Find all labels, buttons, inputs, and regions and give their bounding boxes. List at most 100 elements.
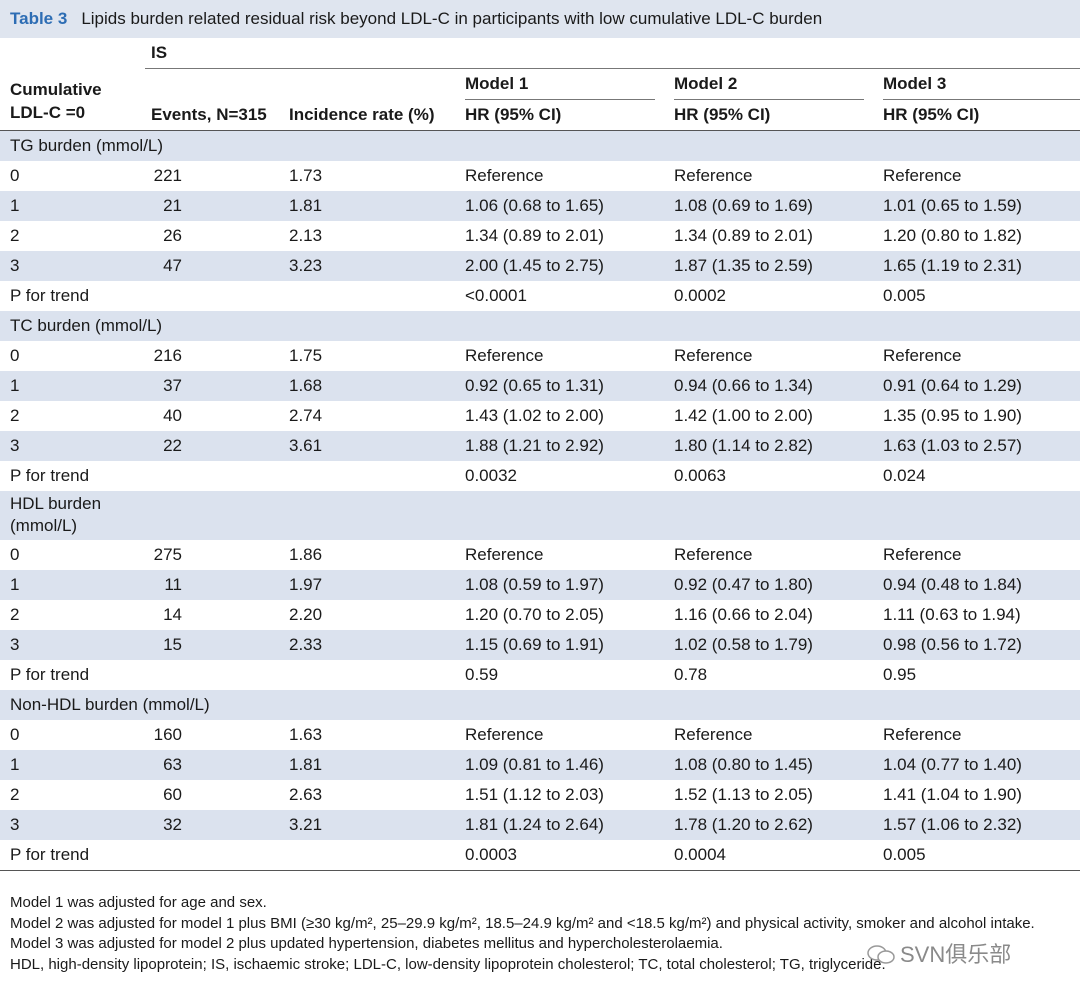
- rate-value: 3.23: [289, 255, 323, 275]
- hr-cell: 0.95: [883, 664, 917, 684]
- rate-cell: 1.73: [283, 161, 459, 191]
- hr-cell: 1.41 (1.04 to 1.90): [883, 784, 1022, 804]
- hr-cell: 1.11 (0.63 to 1.94): [883, 604, 1021, 624]
- row-label: 1: [0, 569, 145, 600]
- events-cell: 22: [145, 430, 283, 461]
- data-row: 1 37 1.68 0.92 (0.65 to 1.31) 0.94 (0.66 to …: [0, 370, 1080, 401]
- data-row: P for trend 0.0032 0.0063 0.024: [0, 461, 1080, 491]
- hr-cell: 1.34 (0.89 to 2.01): [465, 225, 604, 245]
- events-cell: 221: [145, 161, 283, 191]
- row-label: P for trend: [10, 664, 90, 684]
- rate-cell: [283, 660, 459, 690]
- row-label-header: Cumulative LDL-C =0: [10, 79, 102, 122]
- hr-cell: 0.0063: [674, 465, 726, 485]
- table-label: Table 3: [10, 9, 68, 28]
- events-cell: 11: [145, 569, 283, 600]
- hr-cell: 1.04 (0.77 to 1.40): [877, 749, 1080, 780]
- rate-cell: 2.63: [283, 780, 459, 810]
- events-value: 32: [163, 814, 182, 834]
- rate-cell: 1.63: [283, 720, 459, 750]
- rate-cell: 1.97: [283, 569, 459, 600]
- events-cell: 275: [145, 540, 283, 570]
- model-header: Model 1: [459, 68, 668, 100]
- data-row: 2 14 2.20 1.20 (0.70 to 2.05) 1.16 (0.66 to …: [0, 600, 1080, 630]
- hr-cell: 0.0002: [674, 285, 726, 305]
- events-cell: 32: [145, 809, 283, 840]
- data-row: 2 26 2.13 1.34 (0.89 to 2.01) 1.34 (0.89 to …: [0, 221, 1080, 251]
- footnote: Model 2 was adjusted for model 1 plus BM…: [10, 914, 1035, 932]
- data-row: 3 47 3.23 2.00 (1.45 to 2.75) 1.87 (1.35 to …: [0, 250, 1080, 281]
- row-label: 0: [10, 345, 20, 365]
- row-label: 3: [0, 809, 145, 840]
- events-cell: 216: [145, 341, 283, 371]
- hr-header: HR (95% CI): [674, 104, 771, 124]
- section-row: TC burden (mmol/L): [0, 310, 1080, 341]
- hr-header: HR (95% CI): [883, 104, 980, 124]
- row-label: P for trend: [10, 285, 90, 305]
- hr-cell: 0.0032: [465, 465, 517, 485]
- section-name-line: HDL burden: [10, 494, 102, 513]
- hr-cell: 1.34 (0.89 to 2.01): [674, 225, 813, 245]
- row-label: 1: [0, 749, 145, 780]
- header-row: IS: [0, 38, 1080, 69]
- hr-cell: 1.35 (0.95 to 1.90): [883, 405, 1022, 425]
- rate-cell: 2.13: [283, 221, 459, 251]
- table-title: Lipids burden related residual risk beyo…: [81, 9, 823, 28]
- section-row: HDL burden (mmol/L): [0, 490, 1080, 540]
- hr-cell: Reference: [465, 544, 544, 564]
- watermark-text: SVN俱乐部: [900, 942, 1012, 967]
- hr-cell: 0.94 (0.48 to 1.84): [877, 569, 1080, 600]
- hr-cell: 0.005: [883, 844, 926, 864]
- hr-cell: 0.98 (0.56 to 1.72): [877, 629, 1080, 660]
- events-cell: 26: [145, 221, 283, 251]
- hr-cell: 0.005: [883, 285, 926, 305]
- header-row: Cumulative LDL-C =0 Model 1 Model 2 Mode…: [0, 68, 1080, 122]
- rate-value: 2.20: [289, 604, 323, 624]
- rate-value: 3.61: [289, 435, 323, 455]
- data-row: 1 21 1.81 1.06 (0.68 to 1.65) 1.08 (0.69 to …: [0, 190, 1080, 221]
- rate-value: 1.81: [289, 195, 323, 215]
- hr-cell: 1.08 (0.80 to 1.45): [668, 749, 877, 780]
- hr-cell: 1.01 (0.65 to 1.59): [877, 190, 1080, 221]
- events-value: 37: [163, 375, 182, 395]
- data-row: 3 15 2.33 1.15 (0.69 to 1.91) 1.02 (0.58 to …: [0, 629, 1080, 660]
- hr-cell: 0.94 (0.66 to 1.34): [668, 370, 877, 401]
- hr-cell: Reference: [465, 165, 544, 185]
- data-row: 3 32 3.21 1.81 (1.24 to 2.64) 1.78 (1.20 to …: [0, 809, 1080, 840]
- row-label: 2: [10, 604, 20, 624]
- rate-cell: [283, 840, 459, 871]
- header-cell: [283, 68, 459, 100]
- rate-value: 1.97: [289, 574, 323, 594]
- section-name-line: (mmol/L): [10, 516, 78, 535]
- rate-value: 1.81: [289, 754, 323, 774]
- events-cell: 160: [145, 720, 283, 750]
- rate-cell: 2.33: [283, 629, 459, 660]
- rate-value: 2.74: [289, 405, 323, 425]
- hr-cell: 1.42 (1.00 to 2.00): [674, 405, 813, 425]
- hr-cell: Reference: [883, 345, 962, 365]
- rate-cell: 3.21: [283, 809, 459, 840]
- section-name: TC burden (mmol/L): [0, 310, 1080, 341]
- section-name: Non-HDL burden (mmol/L): [0, 689, 1080, 720]
- hr-cell: 1.08 (0.59 to 1.97): [459, 569, 668, 600]
- model-header: Model 2: [668, 68, 877, 100]
- table-body: IS Cumulative LDL-C =0 Model 1 Model 2 M…: [0, 38, 1080, 870]
- events-cell: [145, 461, 283, 491]
- hr-cell: Reference: [674, 345, 753, 365]
- data-row: P for trend 0.0003 0.0004 0.005: [0, 840, 1080, 871]
- watermark: SVN俱乐部: [866, 937, 1011, 969]
- rate-value: 1.73: [289, 165, 323, 185]
- rate-cell: 3.23: [283, 250, 459, 281]
- rate-value: 2.13: [289, 225, 323, 245]
- hr-header: HR (95% CI): [465, 104, 562, 124]
- section-row: TG burden (mmol/L): [0, 130, 1080, 161]
- rate-cell: 1.68: [283, 370, 459, 401]
- rate-cell: 1.81: [283, 190, 459, 221]
- row-label: 1: [0, 370, 145, 401]
- events-value: 22: [163, 435, 182, 455]
- row-label: P for trend: [10, 844, 90, 864]
- rate-value: 1.86: [289, 544, 323, 564]
- section-row: Non-HDL burden (mmol/L): [0, 689, 1080, 720]
- events-cell: [145, 660, 283, 690]
- events-value: 275: [153, 544, 182, 564]
